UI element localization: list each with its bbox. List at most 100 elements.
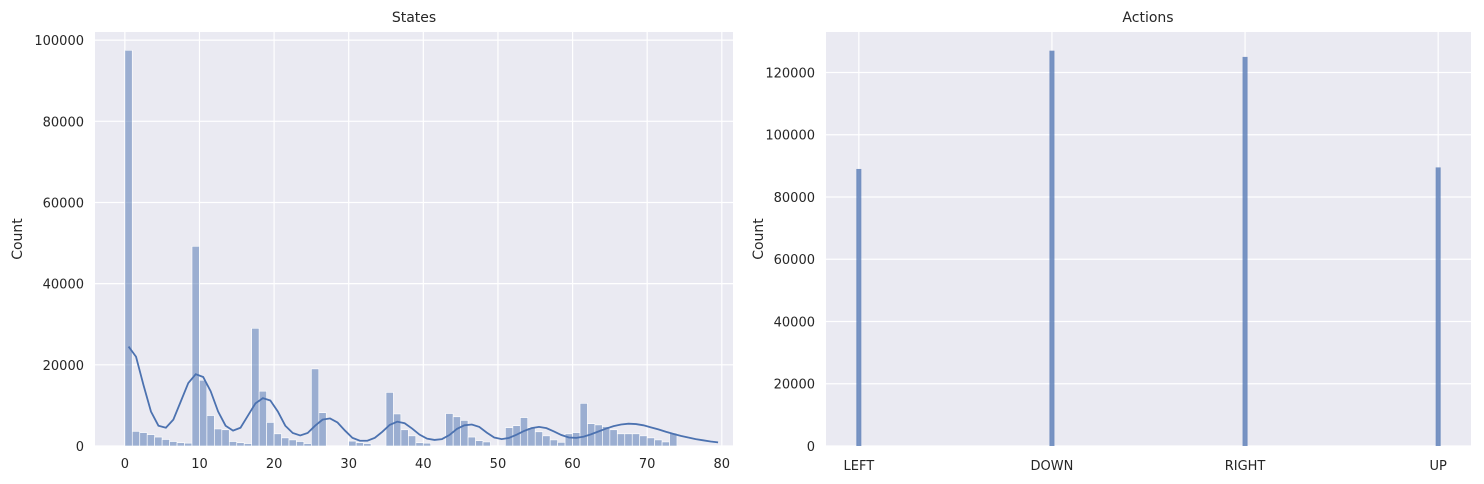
states-grid: [95, 32, 733, 447]
histogram-bar: [542, 435, 551, 447]
kde-line: [127, 346, 719, 444]
y-tick-label: 60000: [43, 196, 84, 211]
histogram-bar: [311, 368, 320, 447]
y-tick-label: 20000: [43, 359, 84, 374]
histogram-bar: [281, 437, 290, 447]
histogram-bar: [527, 427, 536, 447]
x-tick-label: 80: [714, 457, 731, 472]
histogram-bar: [288, 439, 297, 447]
histogram-bar: [161, 439, 170, 447]
histogram-bar: [423, 442, 431, 447]
actions-bars: [856, 50, 1441, 447]
x-tick-label: 20: [266, 457, 283, 472]
y-tick-label: 0: [76, 440, 84, 455]
histogram-bar: [243, 443, 252, 447]
histogram-bar: [251, 327, 260, 447]
histogram-bar: [303, 443, 312, 447]
y-tick-label: 60000: [774, 253, 815, 268]
y-tick-label: 100000: [34, 34, 84, 49]
actions-title: Actions: [1122, 10, 1173, 26]
states-x-ticks: 0 10 20 30 40 50 60 70 80: [121, 457, 730, 472]
histogram-bar: [631, 433, 640, 447]
histogram-bar: [393, 413, 402, 447]
states-title: States: [392, 10, 436, 26]
histogram-bar-right: [1242, 56, 1248, 447]
y-tick-label: 120000: [765, 66, 815, 81]
x-tick-label: 70: [639, 457, 656, 472]
histogram-bar: [475, 440, 484, 447]
histogram-bar: [348, 440, 357, 447]
histogram-bar: [191, 246, 200, 447]
histogram-bar: [363, 443, 372, 447]
histogram-bar-left: [856, 168, 862, 446]
y-tick-label: 100000: [765, 129, 815, 144]
y-tick-label: 40000: [774, 315, 815, 330]
histogram-bar: [146, 434, 155, 447]
histogram-bar: [646, 437, 655, 447]
x-tick-label: 50: [490, 457, 507, 472]
histogram-bar: [132, 431, 140, 447]
histogram-bar: [639, 435, 648, 447]
actions-y-ticks: 0 20000 40000 60000 80000 100000 120000: [765, 66, 815, 455]
y-tick-label: 0: [807, 440, 815, 455]
x-tick-label: 30: [340, 457, 357, 472]
histogram-bar: [221, 429, 230, 447]
histogram-bar: [296, 441, 305, 447]
histogram-bar: [661, 441, 670, 447]
histogram-bar: [214, 428, 223, 447]
histogram-bar: [609, 429, 618, 447]
histogram-bar: [482, 441, 491, 447]
states-plot-area: [95, 32, 733, 446]
histogram-bar: [318, 412, 327, 447]
histogram-bar: [549, 439, 558, 447]
histogram-bar: [624, 433, 633, 447]
histogram-bar: [385, 392, 394, 447]
x-tick-label: UP: [1429, 459, 1447, 474]
histogram-bar: [654, 439, 663, 447]
histogram-bar: [400, 429, 409, 447]
histogram-bar: [139, 432, 148, 447]
histogram-bar: [460, 420, 469, 447]
histogram-bar: [184, 442, 193, 447]
histogram-bar: [169, 441, 178, 447]
histogram-bar: [557, 442, 566, 447]
x-tick-label: LEFT: [844, 459, 875, 474]
histogram-bar: [617, 433, 626, 447]
histogram-bar: [467, 436, 476, 447]
states-y-ticks: 0 20000 40000 60000 80000 100000: [34, 34, 84, 455]
states-histogram-panel: 0 10 20 30 40 50 60 70 80 0 20000 40000 60000 80000 1…: [10, 10, 733, 472]
histogram-bar: [534, 431, 543, 447]
states-y-axis-label: Count: [10, 218, 26, 260]
actions-plot-area: [826, 32, 1471, 446]
histogram-bar: [266, 422, 275, 447]
x-tick-label: DOWN: [1031, 459, 1074, 474]
histogram-bar: [564, 433, 573, 447]
y-tick-label: 80000: [774, 191, 815, 206]
histogram-bar-up: [1435, 167, 1441, 447]
histogram-bar: [445, 413, 454, 447]
x-tick-label: 40: [415, 457, 432, 472]
x-tick-label: 10: [191, 457, 208, 472]
histogram-bar: [176, 442, 185, 447]
histogram-bar: [579, 403, 588, 447]
histogram-bar: [206, 415, 215, 447]
actions-y-axis-label: Count: [751, 218, 767, 260]
histogram-bar: [572, 432, 581, 447]
histogram-bar-down: [1049, 50, 1055, 446]
states-kde: [127, 346, 719, 444]
x-tick-label: RIGHT: [1225, 459, 1266, 474]
histogram-bar: [199, 379, 208, 447]
histogram-bar: [273, 433, 282, 447]
actions-histogram-panel: LEFT DOWN RIGHT UP 0 20000 40000 60000 80000 100…: [751, 10, 1471, 474]
histogram-bar: [408, 435, 417, 447]
histogram-bar: [355, 442, 364, 447]
x-tick-label: 60: [564, 457, 581, 472]
states-bars: [124, 49, 678, 447]
histogram-bar: [236, 442, 245, 447]
y-tick-label: 40000: [43, 278, 84, 293]
histogram-bar: [594, 424, 603, 447]
histogram-bar: [154, 436, 163, 447]
histogram-bar: [415, 442, 424, 447]
histogram-bar: [258, 390, 267, 447]
